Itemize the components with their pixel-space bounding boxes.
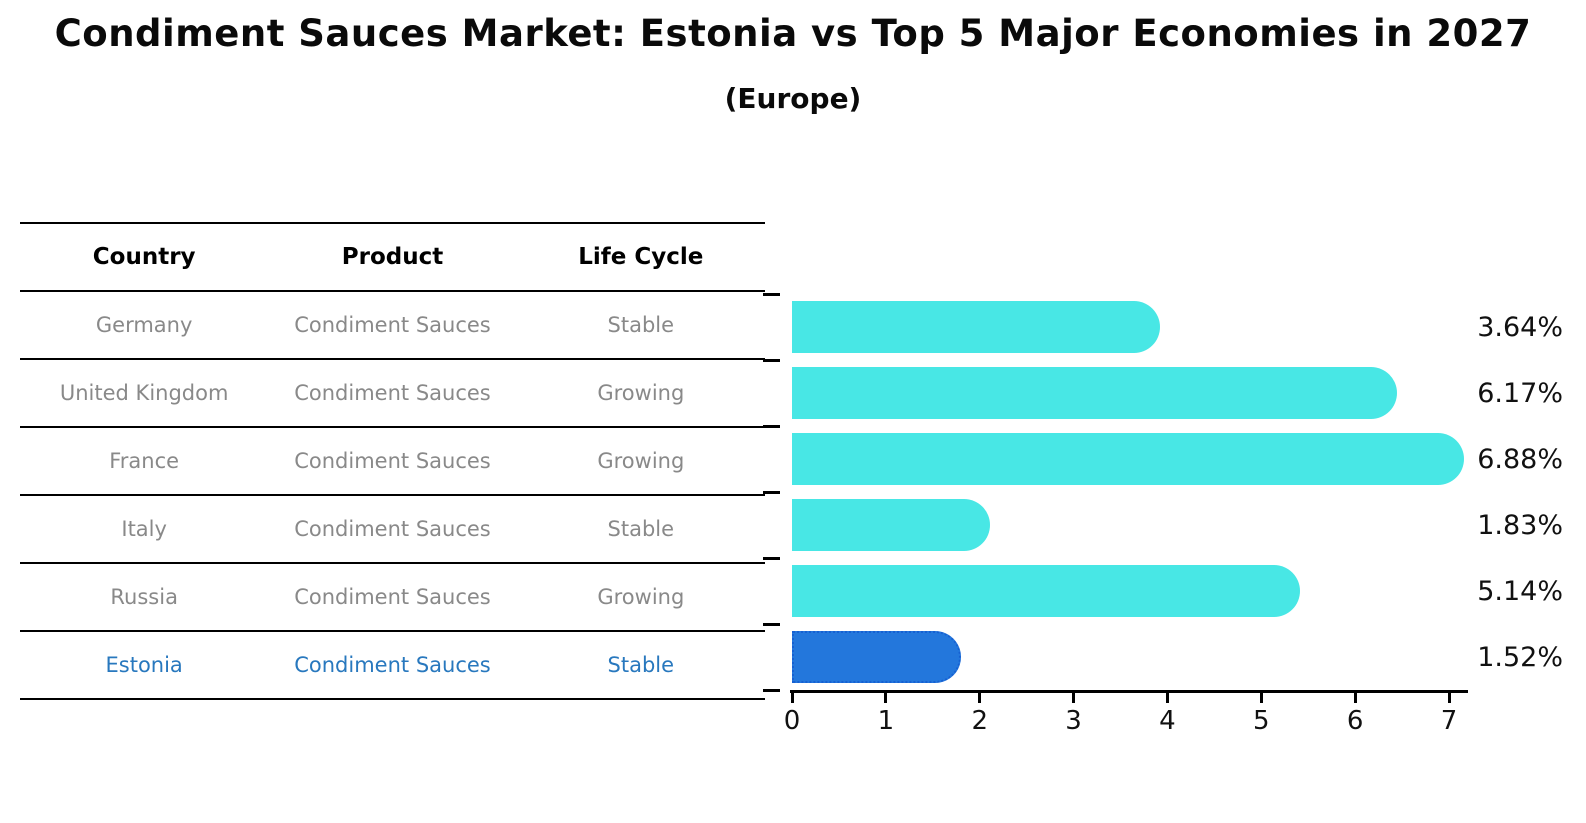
column-header-life-cycle: Life Cycle [578, 244, 704, 270]
bar-row [792, 360, 1468, 426]
table-row: Russia Condiment Sauces Growing [20, 564, 765, 632]
cell-country: Estonia [105, 653, 183, 677]
value-labels-column: 3.64% 6.17% 6.88% 1.83% 5.14% 1.52% [1462, 294, 1563, 690]
cell-product: Condiment Sauces [294, 313, 491, 337]
cell-product: Condiment Sauces [294, 381, 491, 405]
cell-life-cycle: Growing [597, 585, 685, 609]
bar [792, 565, 1301, 617]
bar-row [792, 426, 1468, 492]
cell-life-cycle: Growing [597, 449, 685, 473]
bar-row [792, 624, 1468, 690]
value-label: 1.52% [1477, 641, 1563, 673]
y-axis-tick [763, 425, 780, 428]
x-axis-tick [1447, 693, 1451, 703]
value-label: 1.83% [1477, 509, 1563, 541]
cell-product: Condiment Sauces [294, 585, 491, 609]
x-axis-tick [1165, 693, 1169, 703]
y-axis-tick [763, 623, 780, 626]
x-axis-tick [1072, 693, 1076, 703]
y-axis-tick [763, 557, 780, 560]
table-row: France Condiment Sauces Growing [20, 428, 765, 496]
cell-life-cycle: Stable [607, 653, 675, 677]
bar-row [792, 294, 1468, 360]
x-axis-tick-label: 0 [783, 706, 801, 736]
x-axis-tick [1353, 693, 1357, 703]
x-axis-tick-label: 1 [877, 706, 895, 736]
x-axis-tick-label: 7 [1440, 706, 1458, 736]
table-body: Germany Condiment Sauces Stable United K… [20, 292, 765, 700]
bar-row [792, 558, 1468, 624]
value-label: 3.64% [1477, 311, 1563, 343]
value-label: 6.88% [1477, 443, 1563, 475]
table-row: Italy Condiment Sauces Stable [20, 496, 765, 564]
y-axis-tick [763, 689, 780, 692]
x-axis-tick-label: 5 [1253, 706, 1270, 736]
column-header-product: Product [341, 244, 444, 270]
table-header-row: Country Product Life Cycle [20, 224, 765, 292]
bar-row [792, 492, 1468, 558]
cell-product: Condiment Sauces [294, 653, 491, 677]
value-label: 6.17% [1477, 377, 1563, 409]
bars-container [792, 294, 1468, 690]
column-header-country: Country [92, 244, 196, 270]
x-axis-tick-label: 4 [1159, 706, 1176, 736]
x-axis-line [790, 690, 1468, 693]
bar-plot-area [763, 293, 1468, 692]
cell-life-cycle: Growing [597, 381, 685, 405]
cell-product: Condiment Sauces [294, 449, 491, 473]
table-row: Estonia Condiment Sauces Stable [20, 632, 765, 700]
cell-country: France [109, 449, 180, 473]
x-axis-tick-label: 6 [1346, 706, 1364, 736]
y-axis-tick [763, 359, 780, 362]
bar [792, 631, 961, 683]
cell-country: Russia [110, 585, 178, 609]
bar [792, 301, 1160, 353]
x-axis-tick [790, 693, 794, 703]
cell-life-cycle: Stable [607, 313, 675, 337]
cell-product: Condiment Sauces [294, 517, 491, 541]
cell-life-cycle: Stable [607, 517, 675, 541]
table-row: United Kingdom Condiment Sauces Growing [20, 360, 765, 428]
cell-country: Germany [95, 313, 193, 337]
y-axis-tick [763, 491, 780, 494]
cell-country: Italy [121, 517, 167, 541]
table-row: Germany Condiment Sauces Stable [20, 292, 765, 360]
x-axis-tick [978, 693, 982, 703]
y-axis-tick [763, 293, 780, 296]
cell-country: United Kingdom [59, 381, 229, 405]
bar [792, 367, 1398, 419]
bar [792, 499, 990, 551]
x-axis-tick [884, 693, 888, 703]
value-label: 5.14% [1477, 575, 1563, 607]
x-axis-tick-label: 3 [1065, 706, 1082, 736]
country-table: Country Product Life Cycle Germany Condi… [20, 222, 765, 700]
x-axis-tick [1259, 693, 1263, 703]
page-subtitle: (Europe) [724, 82, 862, 115]
x-axis-tick-label: 2 [971, 706, 988, 736]
page-title: Condiment Sauces Market: Estonia vs Top … [54, 12, 1532, 55]
bar [792, 433, 1464, 485]
